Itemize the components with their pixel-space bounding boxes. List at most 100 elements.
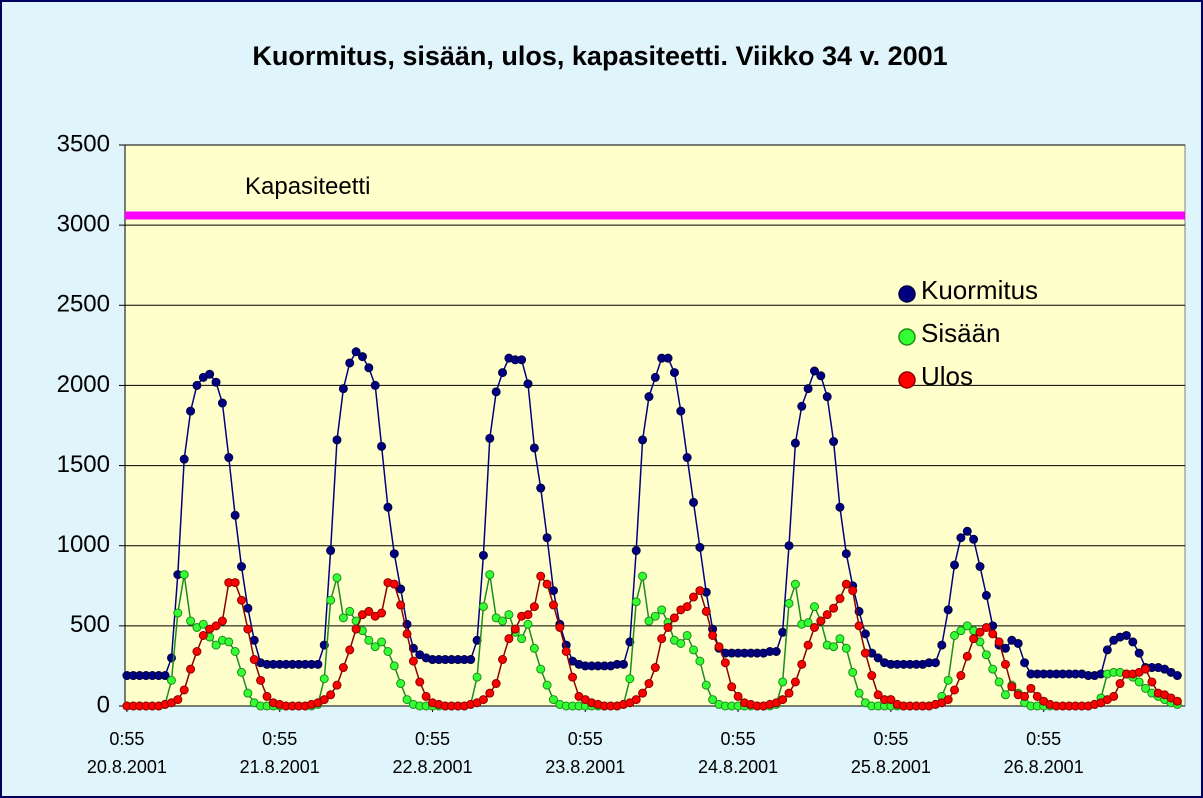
x-tick-date: 21.8.2001 xyxy=(240,757,320,777)
data-point xyxy=(682,602,692,612)
data-point xyxy=(370,380,380,390)
data-point xyxy=(237,562,247,572)
data-point xyxy=(835,502,845,512)
data-point xyxy=(1147,677,1157,687)
data-point xyxy=(835,634,845,644)
data-point xyxy=(389,579,399,589)
data-point xyxy=(669,613,679,623)
data-point xyxy=(326,690,336,700)
data-point xyxy=(230,578,240,588)
data-point xyxy=(969,634,979,644)
data-point xyxy=(510,624,520,634)
data-point xyxy=(345,358,355,368)
data-point xyxy=(338,613,348,623)
data-point xyxy=(784,598,794,608)
data-point xyxy=(504,634,514,644)
data-point xyxy=(517,634,527,644)
data-point xyxy=(854,621,864,631)
data-point xyxy=(727,682,737,692)
data-point xyxy=(396,600,406,610)
legend-label: Ulos xyxy=(921,361,973,391)
data-point xyxy=(529,443,539,453)
data-point xyxy=(1032,691,1042,701)
data-point xyxy=(708,630,718,640)
data-point xyxy=(186,406,196,416)
data-point xyxy=(816,616,826,626)
data-point xyxy=(809,602,819,612)
data-point xyxy=(797,401,807,411)
data-point xyxy=(778,695,788,705)
data-point xyxy=(950,560,960,570)
data-point xyxy=(1000,690,1010,700)
data-point xyxy=(701,606,711,616)
data-point xyxy=(542,533,552,543)
data-point xyxy=(695,656,705,666)
data-point xyxy=(542,680,552,690)
data-point xyxy=(256,675,266,685)
data-point xyxy=(988,664,998,674)
data-point xyxy=(848,667,858,677)
data-point xyxy=(943,695,953,705)
x-tick-label: 0:55 xyxy=(1026,729,1061,749)
data-point xyxy=(663,622,673,632)
data-point xyxy=(644,392,654,402)
x-tick-date: 24.8.2001 xyxy=(698,757,778,777)
legend-marker xyxy=(898,328,916,346)
data-point xyxy=(370,642,380,652)
data-point xyxy=(962,621,972,631)
data-point xyxy=(981,590,991,600)
data-point xyxy=(657,605,667,615)
data-point xyxy=(803,384,813,394)
data-point xyxy=(338,663,348,673)
data-point xyxy=(790,579,800,589)
data-point xyxy=(714,642,724,652)
data-point xyxy=(377,441,387,451)
data-point xyxy=(950,630,960,640)
y-tick-label: 3500 xyxy=(57,130,110,157)
data-point xyxy=(943,605,953,615)
y-tick-label: 1500 xyxy=(57,451,110,478)
data-point xyxy=(498,368,508,378)
data-point xyxy=(415,677,425,687)
data-point xyxy=(217,616,227,626)
data-point xyxy=(186,664,196,674)
data-point xyxy=(618,659,628,669)
data-point xyxy=(689,592,699,602)
data-point xyxy=(504,610,514,620)
data-point xyxy=(498,655,508,665)
data-point xyxy=(969,534,979,544)
data-point xyxy=(485,433,495,443)
data-point xyxy=(873,690,883,700)
data-point xyxy=(332,435,342,445)
data-point xyxy=(676,638,686,648)
data-point xyxy=(701,680,711,690)
data-point xyxy=(192,380,202,390)
data-point xyxy=(243,624,253,634)
data-point xyxy=(224,453,234,463)
data-point xyxy=(950,685,960,695)
legend-label: Sisään xyxy=(921,318,1001,348)
data-point xyxy=(351,624,361,634)
data-point xyxy=(1020,691,1030,701)
data-point xyxy=(988,629,998,639)
data-point xyxy=(778,677,788,687)
legend-marker xyxy=(898,371,916,389)
data-point xyxy=(829,603,839,613)
x-tick-date: 20.8.2001 xyxy=(87,757,167,777)
data-point xyxy=(485,688,495,698)
data-point xyxy=(994,637,1004,647)
data-point xyxy=(249,655,259,665)
data-point xyxy=(638,571,648,581)
data-point xyxy=(523,379,533,389)
data-point xyxy=(1026,683,1036,693)
data-point xyxy=(930,658,940,668)
data-point xyxy=(631,597,641,607)
y-tick-label: 2500 xyxy=(57,291,110,318)
data-point xyxy=(262,691,272,701)
data-point xyxy=(351,347,361,357)
data-point xyxy=(198,630,208,640)
data-point xyxy=(809,622,819,632)
data-point xyxy=(682,630,692,640)
data-point xyxy=(536,571,546,581)
data-point xyxy=(720,658,730,668)
